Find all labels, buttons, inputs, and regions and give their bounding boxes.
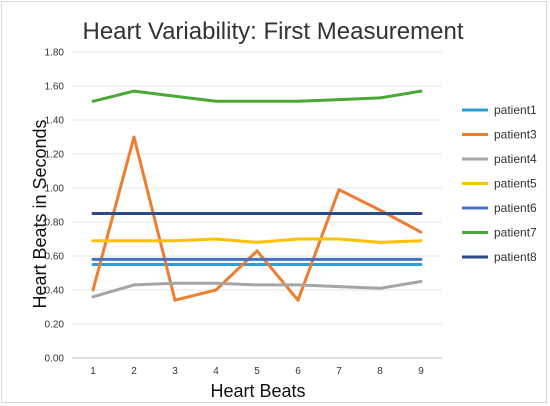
y-tick-label: 0.20 — [45, 320, 65, 331]
series-line-patient3 — [91, 135, 423, 302]
x-tick-label: 7 — [336, 366, 342, 377]
x-tick-label: 6 — [295, 366, 301, 377]
x-tick-label: 9 — [418, 366, 424, 377]
y-tick-label: 1.40 — [45, 116, 65, 127]
legend-entry: patient1 — [494, 103, 537, 117]
legend-entry: patient6 — [494, 201, 537, 215]
x-tick-label: 5 — [254, 366, 260, 377]
x-tick-label: 4 — [213, 366, 219, 377]
x-axis-ticks: 1 2 3 4 5 6 7 8 9 — [90, 366, 424, 377]
legend-entry: patient3 — [494, 128, 537, 142]
y-axis-title: Heart Beats in Seconds — [30, 119, 50, 308]
y-tick-label: 1.60 — [45, 82, 65, 93]
series-lines — [91, 89, 423, 302]
y-tick-label: 0.00 — [45, 354, 65, 365]
x-tick-label: 8 — [377, 366, 383, 377]
x-tick-label: 3 — [172, 366, 178, 377]
y-axis-ticks: 0.00 0.20 0.40 0.60 0.80 1.00 1.20 1.40 1.60 1.80 — [45, 48, 65, 365]
y-tick-label: 0.80 — [45, 218, 65, 229]
x-tick-label: 2 — [131, 366, 137, 377]
legend-entry: patient8 — [494, 250, 537, 264]
legend: patient1 patient3 patient4 patient5 patient6… — [462, 103, 537, 264]
series-line-patient7 — [91, 89, 423, 103]
chart-title: Heart Variability: First Measurement — [83, 18, 464, 45]
grid-lines — [72, 51, 442, 325]
y-tick-label: 1.80 — [45, 48, 65, 59]
legend-entry: patient4 — [494, 152, 537, 166]
legend-entry: patient7 — [494, 226, 537, 240]
y-tick-label: 0.60 — [45, 252, 65, 263]
y-tick-label: 0.40 — [45, 286, 65, 297]
x-tick-label: 1 — [90, 366, 96, 377]
y-tick-label: 1.00 — [45, 184, 65, 195]
y-tick-label: 1.20 — [45, 150, 65, 161]
series-line-patient5 — [91, 237, 423, 244]
x-axis-title: Heart Beats — [210, 381, 305, 401]
legend-entry: patient5 — [494, 177, 537, 191]
series-line-patient4 — [91, 280, 423, 299]
